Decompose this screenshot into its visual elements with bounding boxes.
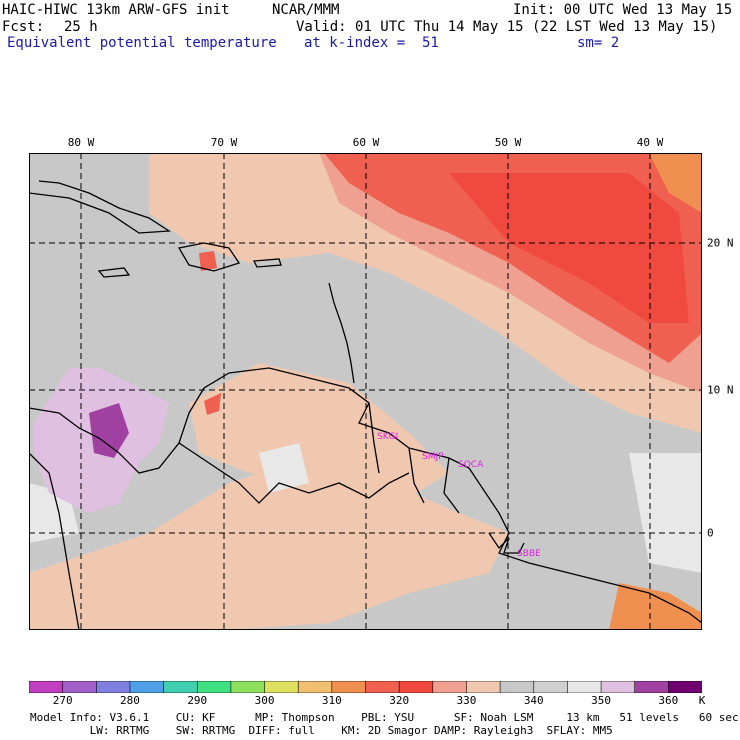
theta-e-orange-corner [649, 153, 702, 213]
forecast-label: Fcst: [2, 19, 45, 35]
colorbar-label: 280 [120, 694, 140, 707]
theta-e-purple-core [89, 403, 129, 458]
colorbar-swatch [163, 681, 199, 693]
model-info-line2: LW: RRTMG SW: RRTMG DIFF: full KM: 2D Sm… [30, 724, 613, 737]
lesser-antilles [328, 282, 355, 384]
theta-e-venezuela-spot [204, 393, 221, 415]
colorbar-swatch [129, 681, 165, 693]
colorbar-swatch [62, 681, 98, 693]
central-america-coast [29, 367, 702, 624]
model-info-line1: Model Info: V3.6.1 CU: KF MP: Thompson P… [30, 711, 739, 724]
colorbar-swatch [365, 681, 400, 693]
map-frame [29, 153, 702, 630]
colorbar [29, 681, 702, 693]
lon-label-80w: 80 W [67, 136, 95, 149]
theta-e-white-patch-1 [259, 443, 309, 493]
lon-label-70w: 70 W [210, 136, 238, 149]
station-smjp: SMJP [422, 452, 444, 462]
lat-label-10n: 10 N [707, 383, 734, 397]
colorbar-swatch [96, 681, 131, 693]
station-soca: SOCA [458, 460, 484, 470]
colorbar-swatch [533, 681, 569, 693]
model-title: HAIC-HIWC 13km ARW-GFS init [2, 2, 230, 18]
colorbar-label: 290 [187, 694, 208, 707]
puerto-rico-coast [252, 258, 282, 268]
colorbar-label: 300 [254, 694, 275, 707]
colorbar-label: 270 [52, 694, 73, 707]
colorbar-swatch [297, 681, 333, 693]
init-time: Init: 00 UTC Wed 13 May 15 [513, 2, 733, 18]
colorbar-label: 310 [321, 694, 342, 707]
colorbar-swatch [499, 681, 535, 693]
smoothing-info: sm= 2 [577, 35, 620, 51]
colorbar-swatch [196, 681, 232, 693]
colorbar-swatch [230, 681, 266, 693]
level-info: at k-index = 51 [304, 35, 439, 51]
colorbar-label: 320 [389, 694, 410, 707]
colorbar-swatch [600, 681, 636, 693]
cuba-coast [29, 180, 171, 234]
colorbar-swatch [668, 681, 702, 693]
colorbar-swatch [264, 681, 300, 693]
colorbar-label: K [698, 694, 706, 707]
lon-label-50w: 50 W [494, 136, 522, 149]
colorbar-swatch [567, 681, 602, 693]
colorbar-label: 340 [523, 694, 544, 707]
colorbar-swatch [634, 681, 670, 693]
theta-e-hispaniola-spot [199, 251, 217, 271]
south-america-west [29, 452, 80, 630]
lat-label-20n: 20 N [707, 236, 734, 250]
amazon-mouth [488, 532, 525, 554]
field-name: Equivalent potential temperature [7, 35, 277, 51]
lat-label-0: 0 [707, 526, 714, 540]
guianas-borders [368, 402, 460, 514]
colorbar-swatch [466, 681, 501, 693]
theta-e-340-region-central [189, 363, 449, 503]
colorbar-label: 360 [658, 694, 679, 707]
station-skgi: SKGI [377, 432, 399, 442]
valid-time: Valid: 01 UTC Thu 14 May 15 (22 LST Wed … [296, 19, 718, 35]
lon-label-40w: 40 W [636, 136, 664, 149]
theta-e-330-core [449, 173, 689, 323]
theta-e-white-patch-3 [629, 453, 702, 573]
theta-e-map [29, 153, 702, 630]
forecast-hours: 25 h [64, 19, 98, 35]
coastlines [29, 180, 702, 630]
colorbar-label: 350 [591, 694, 611, 707]
station-sbbe: SBBE [517, 549, 541, 559]
theta-e-orange-coast [609, 583, 702, 630]
colorbar-swatch [432, 681, 468, 693]
jamaica-coast [97, 267, 131, 278]
org-label: NCAR/MMM [272, 2, 340, 18]
colorbar-swatch [29, 681, 64, 693]
graticule [29, 153, 702, 630]
lon-label-60w: 60 W [352, 136, 380, 149]
colorbar-swatch [331, 681, 367, 693]
colorbar-swatch [398, 681, 434, 693]
colorbar-label: 330 [456, 694, 477, 707]
